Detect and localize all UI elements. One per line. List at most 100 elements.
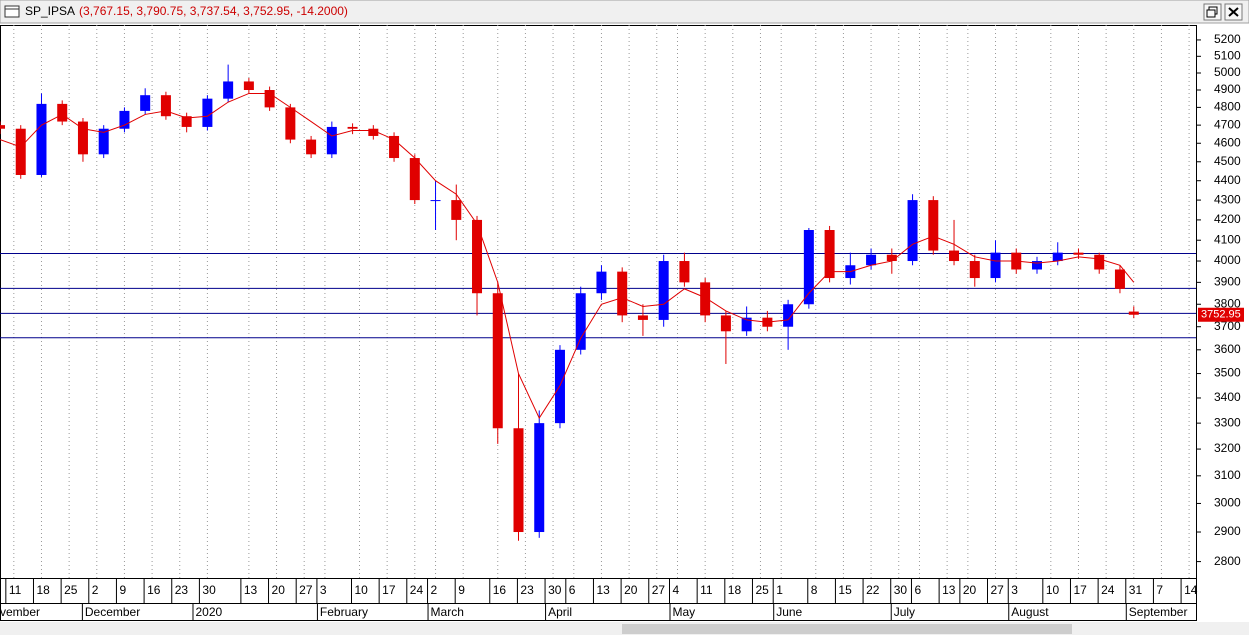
y-tick-label: 3200 [1214, 441, 1241, 455]
title-bar [0, 0, 1249, 24]
candle-body [720, 315, 731, 332]
month-label: March [431, 605, 464, 619]
candle-body [1031, 261, 1042, 270]
x-tick-label: 30 [894, 583, 908, 597]
y-tick-label: 4100 [1214, 232, 1241, 246]
candle-body [347, 126, 358, 129]
month-label: vember [0, 605, 40, 619]
candle-body [824, 230, 835, 279]
y-tick-label: 4500 [1214, 154, 1241, 168]
candle-body [596, 271, 607, 294]
candle-body [451, 200, 462, 220]
candle-body [430, 200, 441, 202]
candle-body [1128, 311, 1139, 315]
last-price-label: 3752.95 [1201, 309, 1241, 321]
y-tick-label: 3800 [1214, 296, 1241, 310]
candle-body [223, 81, 234, 99]
candle-body [658, 261, 669, 320]
y-tick-label: 3900 [1214, 275, 1241, 289]
x-tick-label: 17 [382, 583, 396, 597]
x-tick-label: 13 [244, 583, 258, 597]
x-tick-label: 20 [624, 583, 638, 597]
x-tick-label: 17 [1073, 583, 1087, 597]
x-tick-label: 22 [866, 583, 880, 597]
x-tick-label: 2 [431, 583, 438, 597]
x-tick-label: 16 [493, 583, 507, 597]
y-tick-label: 3000 [1214, 496, 1241, 510]
candle-body [0, 125, 5, 129]
candle-body [1052, 252, 1063, 262]
candle-body [202, 98, 213, 127]
candle-body [534, 423, 545, 533]
x-tick-label: 8 [811, 583, 818, 597]
month-label: April [548, 605, 572, 619]
x-tick-label: 24 [410, 583, 424, 597]
x-tick-label: 30 [548, 583, 562, 597]
candle-body [368, 128, 379, 136]
y-tick-label: 5000 [1214, 65, 1241, 79]
candle-body [990, 252, 1001, 279]
candle-body [928, 200, 939, 251]
y-tick-label: 4300 [1214, 192, 1241, 206]
x-tick-label: 27 [991, 583, 1005, 597]
month-label: September [1129, 605, 1188, 619]
x-tick-label: 11 [9, 583, 22, 597]
x-tick-label: 25 [755, 583, 769, 597]
candle-body [243, 81, 254, 91]
x-tick-label: 10 [354, 583, 368, 597]
y-tick-label: 4200 [1214, 212, 1241, 226]
y-tick-label: 4600 [1214, 135, 1241, 149]
x-tick-label: 30 [202, 583, 216, 597]
x-tick-label: 15 [838, 583, 852, 597]
candle-body [57, 103, 68, 122]
x-tick-label: 27 [652, 583, 666, 597]
candle-body [783, 304, 794, 327]
candle-body [492, 293, 503, 429]
candle-body [306, 139, 317, 155]
candle-body [160, 95, 171, 117]
x-tick-label: 11 [700, 583, 713, 597]
window-icon [4, 5, 20, 18]
candle-body [140, 95, 151, 111]
scrollbar-thumb[interactable] [622, 624, 1072, 634]
candle-body [886, 254, 897, 262]
candle-body [907, 200, 918, 262]
candle-body [285, 107, 296, 140]
candle-body [264, 90, 275, 108]
candle-body [679, 261, 690, 283]
candle-body [77, 121, 88, 155]
candle-body [1073, 252, 1084, 255]
x-tick-label: 1 [776, 583, 783, 597]
y-tick-label: 2900 [1214, 524, 1241, 538]
candle-body [575, 293, 586, 350]
candle-body [98, 128, 109, 155]
x-tick-label: 23 [520, 583, 534, 597]
x-tick-label: 6 [569, 583, 576, 597]
candle-body [803, 230, 814, 305]
month-label: December [85, 605, 140, 619]
y-tick-label: 4700 [1214, 117, 1241, 131]
x-tick-label: 31 [1129, 583, 1143, 597]
y-tick-label: 5200 [1214, 32, 1241, 46]
y-tick-label: 4800 [1214, 100, 1241, 114]
x-tick-label: 14 [1184, 583, 1198, 597]
chart-title: SP_IPSA [25, 4, 75, 18]
x-tick-label: 9 [119, 583, 126, 597]
y-tick-label: 3700 [1214, 319, 1241, 333]
x-tick-label: 3 [320, 583, 327, 597]
candle-body [1094, 254, 1105, 270]
restore-icon [1206, 9, 1216, 18]
y-tick-label: 4000 [1214, 253, 1241, 267]
candle-body [949, 250, 960, 262]
x-tick-label: 24 [1101, 583, 1115, 597]
x-tick-label: 10 [1046, 583, 1060, 597]
candle-body [1114, 269, 1125, 289]
x-tick-label: 27 [299, 583, 313, 597]
x-tick-label: 18 [728, 583, 742, 597]
candle-body [617, 271, 628, 316]
x-axis-frame [0, 578, 1197, 621]
x-tick-label: 3 [1011, 583, 1018, 597]
x-tick-label: 7 [1156, 583, 1163, 597]
candle-body [700, 282, 711, 316]
close-icon [1228, 7, 1239, 17]
